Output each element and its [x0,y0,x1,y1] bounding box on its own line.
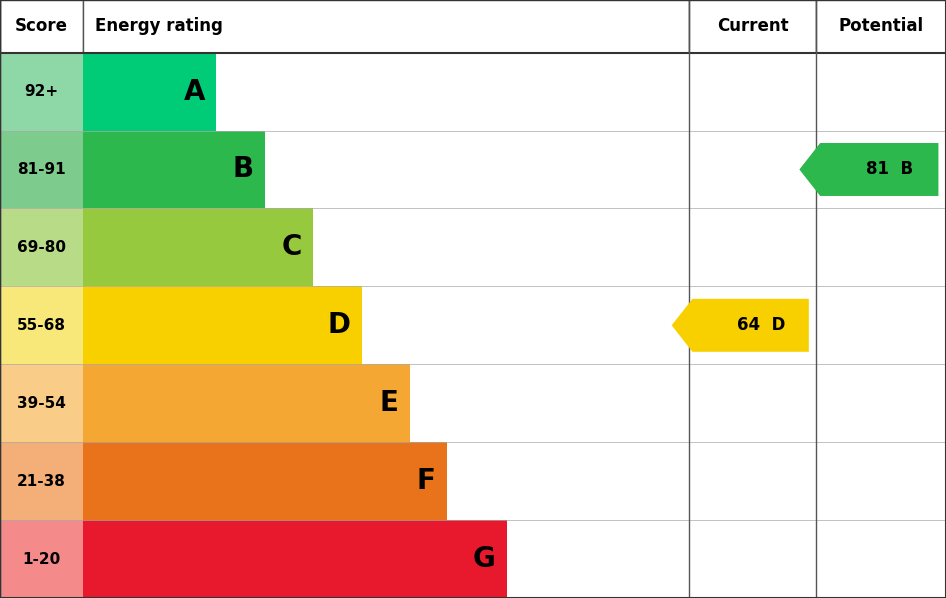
Bar [689,209,816,286]
Bar [816,209,946,286]
Bar [816,286,946,364]
Bar [0,286,83,364]
Bar [83,130,265,209]
Text: Energy rating: Energy rating [95,17,222,35]
Bar [689,0,816,53]
Polygon shape [672,299,809,352]
Bar [0,209,83,286]
Bar [816,520,946,598]
Bar [689,53,816,130]
Text: Score: Score [15,17,68,35]
Bar [361,286,689,364]
Text: G: G [473,545,496,573]
Bar [83,0,689,53]
Text: 39-54: 39-54 [17,396,66,411]
Bar [447,442,689,520]
Text: 81  B: 81 B [867,160,913,178]
Bar [0,130,83,209]
Bar [83,53,217,130]
Text: E: E [380,389,399,417]
Text: 69-80: 69-80 [17,240,66,255]
Text: 92+: 92+ [25,84,59,99]
Text: D: D [327,312,350,339]
Polygon shape [799,143,938,196]
Bar [0,442,83,520]
Bar [313,209,689,286]
Text: Current: Current [717,17,788,35]
Bar [689,130,816,209]
Bar [83,442,447,520]
Bar [265,130,689,209]
Bar [507,520,689,598]
Text: A: A [184,78,205,106]
Bar [83,520,507,598]
Bar [217,53,689,130]
Bar [689,520,816,598]
Bar [0,364,83,442]
Text: Potential: Potential [839,17,923,35]
Bar [411,364,689,442]
Bar [0,0,83,53]
Bar [83,209,313,286]
Bar [689,286,816,364]
Bar [0,53,83,130]
Text: B: B [233,155,254,184]
Bar [83,364,411,442]
Text: C: C [282,233,302,261]
Text: 55-68: 55-68 [17,318,66,333]
Bar [689,442,816,520]
Text: 64  D: 64 D [737,316,785,334]
Bar [816,130,946,209]
Bar [689,364,816,442]
Text: F: F [416,467,435,495]
Bar [83,286,361,364]
Bar [816,0,946,53]
Bar [816,364,946,442]
Text: 21-38: 21-38 [17,474,66,489]
Text: 81-91: 81-91 [17,162,66,177]
Text: 1-20: 1-20 [23,551,61,566]
Bar [0,520,83,598]
Bar [816,53,946,130]
Bar [816,442,946,520]
